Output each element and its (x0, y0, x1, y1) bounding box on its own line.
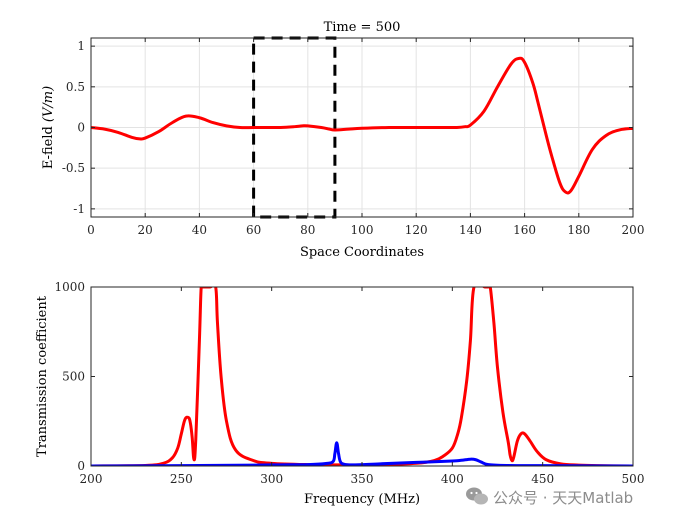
x-axis-label-bottom: Frequency (MHz) (304, 492, 420, 507)
x-tick-label: 140 (459, 223, 482, 237)
x-ticks-top: 0 20 40 60 80 100 120 140 160 180 200 (87, 38, 644, 237)
x-tick-label: 80 (300, 223, 315, 237)
x-tick-label: 0 (87, 223, 95, 237)
y-tick-label: -1 (73, 202, 85, 216)
watermark-text: 公众号 · 天天Matlab (493, 489, 633, 507)
x-tick-label: 160 (513, 223, 536, 237)
x-tick-label: 120 (405, 223, 428, 237)
series-layer-top (91, 56, 633, 195)
y-tick-label: 1 (77, 39, 85, 53)
x-tick-label: 300 (260, 472, 283, 486)
x-ticks-bottom: 200 250 300 350 400 450 500 (80, 287, 645, 486)
x-tick-label: 40 (192, 223, 207, 237)
x-tick-label: 60 (246, 223, 261, 237)
x-tick-label: 400 (441, 472, 464, 486)
y-ticks-bottom: 0 500 1000 (54, 280, 633, 473)
y-axis-label-top: E-field (V/m) (41, 86, 56, 169)
series-line-blue (91, 441, 633, 466)
y-axis-label-top-unit: (V/m) (41, 86, 56, 122)
y-tick-label: -0.5 (62, 161, 85, 175)
series-line-efield (91, 56, 633, 195)
y-tick-label: 0.5 (66, 80, 85, 94)
x-tick-label: 100 (351, 223, 374, 237)
wechat-icon (466, 487, 488, 505)
x-axis-label-top: Space Coordinates (300, 245, 424, 260)
series-layer-bottom (91, 287, 633, 466)
chart-top: 0 20 40 60 80 100 120 140 160 180 200 -1-0.500.51 … (41, 20, 644, 260)
x-tick-label: 500 (622, 472, 645, 486)
x-tick-label: 20 (138, 223, 153, 237)
y-tick-label: 0 (77, 121, 85, 135)
x-tick-label: 450 (531, 472, 554, 486)
y-tick-label: 1000 (54, 280, 85, 294)
y-ticks-top: -1 -0.5 0 0.5 1 (62, 39, 633, 216)
y-axis-label-bottom: Transmission coefficient (35, 295, 50, 457)
watermark: 公众号 · 天天Matlab (466, 487, 633, 507)
x-tick-label: 350 (351, 472, 374, 486)
y-tick-label: 500 (62, 370, 85, 384)
axes-bottom-background (91, 287, 633, 466)
chart-bottom: 200 250 300 350 400 450 500 0 500 1000 Frequency… (35, 280, 644, 507)
chart-title: Time = 500 (324, 20, 401, 35)
x-tick-label: 250 (170, 472, 193, 486)
x-tick-label: 200 (622, 223, 645, 237)
y-tick-label: 0 (77, 459, 85, 473)
y-axis-label-top-prefix: E-field (41, 122, 56, 169)
x-tick-label: 180 (567, 223, 590, 237)
x-tick-label: 200 (80, 472, 103, 486)
